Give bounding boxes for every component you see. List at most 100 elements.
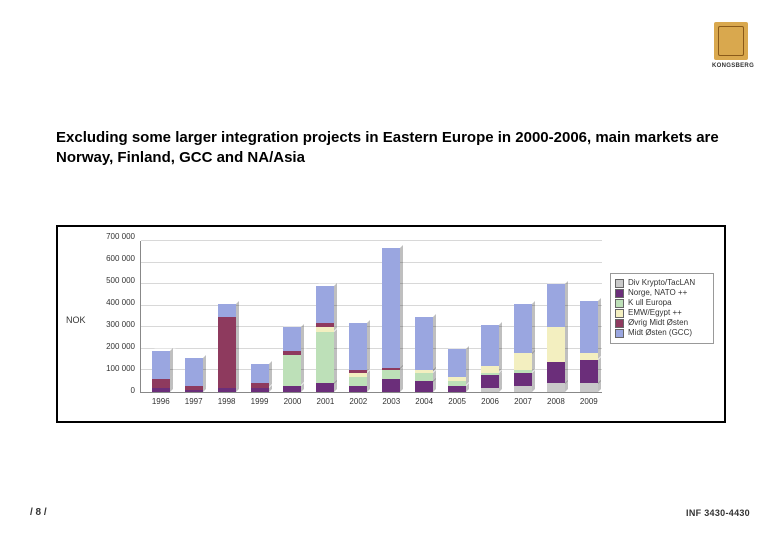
y-tick: 100 000 — [90, 364, 135, 373]
bar-segment — [283, 327, 301, 351]
bar-segment — [283, 351, 301, 355]
legend-swatch — [615, 279, 624, 288]
legend-swatch — [615, 309, 624, 318]
bar-segment — [349, 386, 367, 392]
bar-segment — [547, 362, 565, 384]
bar-segment — [283, 386, 301, 392]
y-tick: 300 000 — [90, 320, 135, 329]
bar-segment — [481, 325, 499, 366]
bar-segment — [382, 370, 400, 379]
grid-line — [141, 262, 602, 263]
bar-segment — [185, 386, 203, 390]
legend-swatch — [615, 319, 624, 328]
y-tick: 400 000 — [90, 298, 135, 307]
bar-segment — [547, 383, 565, 392]
bar-segment — [152, 388, 170, 392]
legend-item: Div Krypto/TacLAN — [615, 279, 709, 288]
legend-item: Midt Østen (GCC) — [615, 329, 709, 338]
bar-segment — [382, 379, 400, 392]
legend-item: Øvrig Midt Østen — [615, 319, 709, 328]
y-tick: 0 — [90, 386, 135, 395]
bar-segment — [514, 304, 532, 354]
grid-line — [141, 283, 602, 284]
bar-segment — [481, 373, 499, 375]
bar-segment — [349, 377, 367, 386]
y-tick: 700 000 — [90, 232, 135, 241]
x-tick: 2003 — [382, 397, 400, 406]
legend-label: EMW/Egypt ++ — [628, 309, 682, 318]
x-tick: 2007 — [514, 397, 532, 406]
y-tick: 200 000 — [90, 342, 135, 351]
bar-segment — [448, 386, 466, 392]
brand-logo: KONGSBERG — [712, 22, 750, 69]
bar — [448, 349, 466, 392]
y-axis-label: NOK — [66, 315, 86, 325]
bar-segment — [481, 366, 499, 372]
bar-segment — [481, 388, 499, 392]
grid-line — [141, 240, 602, 241]
bar — [218, 304, 236, 392]
x-tick: 2009 — [580, 397, 598, 406]
bar-segment — [514, 370, 532, 372]
bar-segment — [349, 370, 367, 372]
bar-segment — [316, 323, 334, 327]
bar — [415, 317, 433, 393]
bar — [547, 284, 565, 392]
bar — [283, 327, 301, 392]
bar-segment — [185, 390, 203, 392]
x-tick: 2004 — [415, 397, 433, 406]
bar — [349, 323, 367, 392]
bar-segment — [481, 375, 499, 388]
bar-segment — [185, 358, 203, 386]
bar-segment — [152, 351, 170, 379]
x-tick: 1999 — [251, 397, 269, 406]
bar-segment — [218, 317, 236, 388]
plot-area: 1996199719981999200020012002200320042005… — [140, 241, 602, 393]
x-tick: 2008 — [547, 397, 565, 406]
legend-swatch — [615, 329, 624, 338]
bar-segment — [547, 284, 565, 327]
bar-segment — [382, 248, 400, 369]
bar-segment — [448, 377, 466, 381]
bar — [514, 304, 532, 392]
bar-segment — [514, 373, 532, 386]
bar — [152, 351, 170, 392]
x-tick: 1996 — [152, 397, 170, 406]
x-tick: 2002 — [349, 397, 367, 406]
bar-segment — [448, 349, 466, 377]
legend-swatch — [615, 289, 624, 298]
bar-segment — [580, 301, 598, 353]
brand-crest-icon — [714, 22, 748, 60]
legend-label: Norge, NATO ++ — [628, 289, 687, 298]
bar-segment — [316, 286, 334, 323]
bar-segment — [415, 370, 433, 372]
bar — [382, 247, 400, 392]
bar-segment — [316, 332, 334, 384]
bar-segment — [514, 353, 532, 370]
bar-segment — [415, 373, 433, 382]
slide-title: Excluding some larger integration projec… — [56, 128, 720, 169]
bar-segment — [580, 360, 598, 384]
bar — [316, 286, 334, 392]
bar-segment — [514, 386, 532, 392]
legend-item: K ull Europa — [615, 299, 709, 308]
bar-segment — [218, 304, 236, 317]
bar-segment — [283, 355, 301, 385]
legend-label: Øvrig Midt Østen — [628, 319, 688, 328]
brand-name: KONGSBERG — [712, 63, 750, 69]
x-tick: 2001 — [316, 397, 334, 406]
legend: Div Krypto/TacLANNorge, NATO ++K ull Eur… — [610, 273, 714, 344]
bar-segment — [349, 373, 367, 377]
bar-segment — [547, 327, 565, 362]
footer-page-number: / 8 / — [30, 507, 47, 518]
bar-segment — [580, 353, 598, 359]
bar-segment — [251, 388, 269, 392]
x-tick: 2000 — [284, 397, 302, 406]
bar-segment — [316, 383, 334, 392]
y-tick: 500 000 — [90, 276, 135, 285]
bar-segment — [251, 364, 269, 383]
x-tick: 1997 — [185, 397, 203, 406]
bar — [580, 301, 598, 392]
legend-item: Norge, NATO ++ — [615, 289, 709, 298]
x-tick: 2005 — [448, 397, 466, 406]
